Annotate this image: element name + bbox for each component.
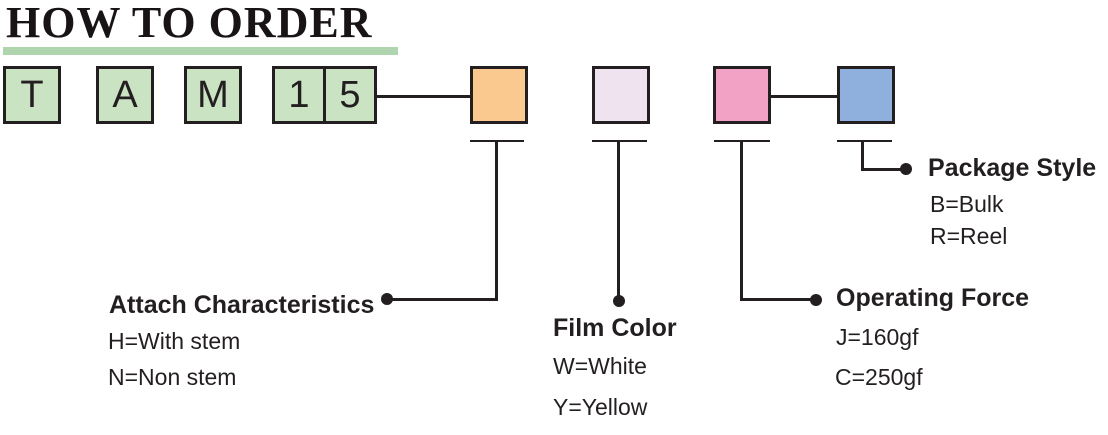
- option-choice: B=Bulk: [930, 191, 1004, 217]
- tick-line-package: [837, 140, 892, 142]
- option-choice: R=Reel: [930, 223, 1008, 249]
- option-box-package: [837, 66, 895, 124]
- code-cell-1: 1: [275, 69, 326, 121]
- option-choice: C=250gf: [835, 364, 923, 390]
- code-letter: A: [112, 74, 138, 116]
- connector-line-code-to-attach: [377, 95, 470, 98]
- code-box-15: 1 5: [272, 66, 377, 124]
- option-choice: W=White: [553, 353, 647, 379]
- leader-horizontal-force: [741, 298, 813, 301]
- code-letter: M: [197, 74, 229, 116]
- leader-horizontal-package: [861, 168, 903, 171]
- code-box-a: A: [96, 66, 154, 124]
- leader-bullet-film: [613, 295, 625, 307]
- leader-vertical-force: [740, 140, 743, 301]
- leader-vertical-package: [861, 142, 864, 171]
- code-box-m: M: [184, 66, 242, 124]
- leader-bullet-package: [900, 163, 912, 175]
- option-choice: N=Non stem: [108, 364, 237, 390]
- code-letter: T: [20, 74, 44, 116]
- option-label-attach: Attach Characteristics: [109, 291, 375, 319]
- code-box-t: T: [3, 66, 61, 124]
- leader-vertical-film: [617, 140, 620, 296]
- option-box-attach: [470, 66, 528, 124]
- option-label-film: Film Color: [553, 314, 677, 342]
- option-choice: H=With stem: [108, 328, 241, 354]
- option-box-force: [713, 66, 771, 124]
- code-cell-5: 5: [326, 69, 374, 121]
- option-label-package: Package Style: [928, 154, 1097, 182]
- option-box-film: [592, 66, 650, 124]
- leader-vertical-attach: [495, 140, 498, 301]
- connector-line-force-to-package: [768, 95, 838, 98]
- page-title: HOW TO ORDER: [6, 0, 373, 47]
- leader-horizontal-attach: [389, 298, 498, 301]
- option-label-force: Operating Force: [836, 284, 1030, 312]
- option-choice: J=160gf: [836, 324, 919, 350]
- title-underline: [3, 47, 398, 55]
- leader-bullet-attach: [381, 293, 393, 305]
- option-choice: Y=Yellow: [553, 394, 648, 420]
- leader-bullet-force: [810, 294, 822, 306]
